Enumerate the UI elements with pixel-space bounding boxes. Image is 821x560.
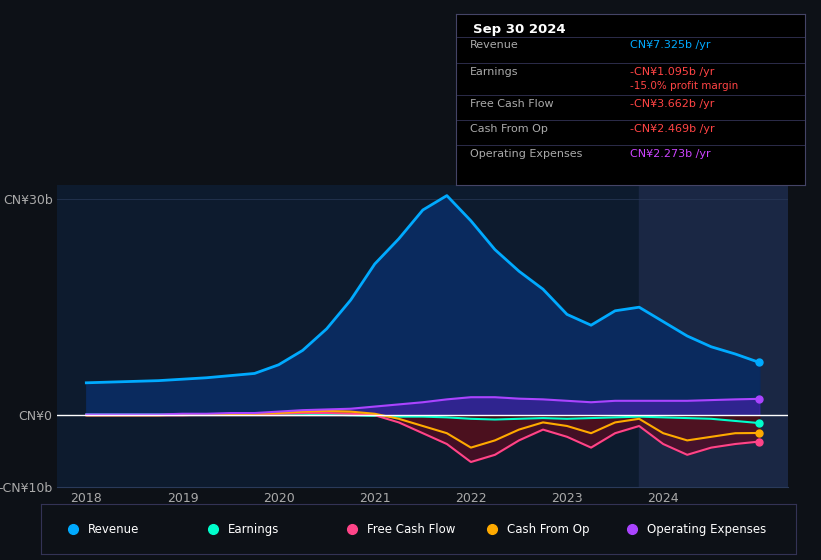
Text: Operating Expenses: Operating Expenses [647,522,766,536]
Text: CN¥7.325b /yr: CN¥7.325b /yr [631,40,711,50]
Text: Free Cash Flow: Free Cash Flow [367,522,456,536]
Text: CN¥2.273b /yr: CN¥2.273b /yr [631,149,711,159]
Text: Free Cash Flow: Free Cash Flow [470,100,553,109]
Text: Operating Expenses: Operating Expenses [470,149,582,159]
Text: Cash From Op: Cash From Op [507,522,589,536]
Text: -15.0% profit margin: -15.0% profit margin [631,81,738,91]
Text: Earnings: Earnings [470,67,518,77]
Text: Revenue: Revenue [470,40,518,50]
Text: -CN¥1.095b /yr: -CN¥1.095b /yr [631,67,714,77]
Text: Cash From Op: Cash From Op [470,124,548,134]
Text: -CN¥2.469b /yr: -CN¥2.469b /yr [631,124,715,134]
Bar [639,185,788,487]
Text: Sep 30 2024: Sep 30 2024 [473,22,566,35]
Text: -CN¥3.662b /yr: -CN¥3.662b /yr [631,100,714,109]
Text: Earnings: Earnings [227,522,279,536]
Text: Revenue: Revenue [88,522,140,536]
